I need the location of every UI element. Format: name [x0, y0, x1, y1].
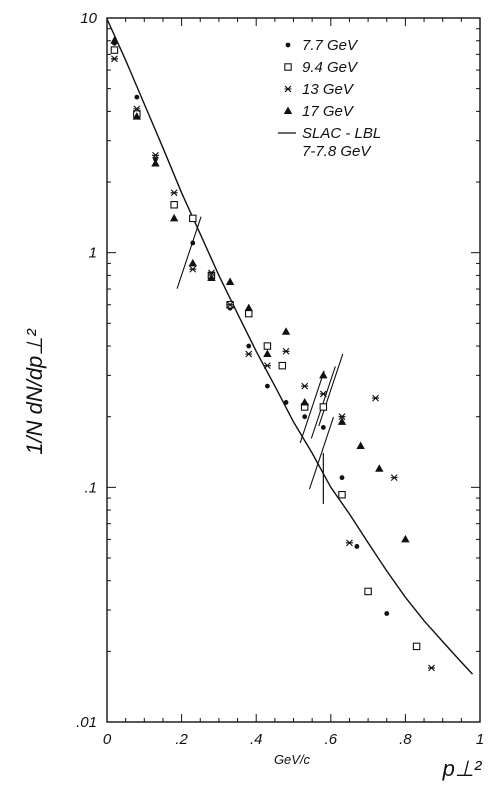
plot-frame [106, 17, 481, 723]
data-point-series-4 [356, 441, 365, 450]
slope-ticks-layer [176, 216, 344, 504]
data-point-series-3 [390, 474, 398, 482]
data-point-series-4 [401, 534, 410, 543]
slope-tick [176, 216, 202, 289]
data-point-series-2 [244, 309, 253, 318]
legend-marker-1 [285, 42, 291, 48]
data-point-series-3 [301, 382, 309, 390]
data-point-series-1 [190, 240, 196, 246]
data-point-series-4 [151, 158, 160, 167]
legend-curve-label: SLAC - LBL [302, 125, 381, 142]
legend-label-1: 7.7 GeV [302, 37, 359, 54]
data-point-series-4 [188, 258, 197, 267]
data-point-series-2 [110, 46, 119, 54]
y-tick-labels: 10 1 .1 .01 [76, 10, 98, 731]
slope-tick [299, 370, 325, 444]
data-point-series-3 [428, 664, 436, 672]
data-point-series-4 [263, 349, 272, 357]
slope-tick [310, 366, 336, 439]
x-tick-label: .8 [399, 731, 412, 748]
data-point-series-3 [345, 539, 353, 547]
legend-curve-label-line2: 7-7.8 GeV [302, 143, 372, 160]
slope-tick [318, 353, 344, 427]
data-point-series-3 [282, 347, 290, 355]
data-point-series-2 [338, 490, 346, 499]
x-axis-unit: GeV/c [274, 752, 311, 767]
data-point-series-3 [263, 362, 271, 370]
data-point-series-3 [245, 350, 253, 358]
data-point-series-3 [133, 105, 141, 113]
legend-marker-2 [284, 63, 292, 71]
data-point-series-3 [110, 55, 118, 63]
y-tick-label: .01 [76, 714, 97, 731]
data-point-series-2 [278, 361, 287, 370]
data-point-series-2 [189, 214, 197, 223]
data-point-series-4 [300, 397, 309, 406]
data-point-series-3 [338, 413, 346, 421]
data-point-series-4 [244, 303, 253, 312]
data-point-series-4 [169, 213, 179, 222]
y-tick-label: 10 [80, 10, 97, 27]
data-point-series-4 [110, 36, 119, 44]
x-tick-label: .2 [175, 731, 188, 748]
data-point-series-2 [412, 642, 421, 651]
reference-curve-layer [106, 18, 474, 675]
data-point-series-2 [364, 587, 372, 596]
data-point-series-3 [226, 301, 234, 309]
legend-marker-3 [284, 85, 292, 93]
data-point-series-3 [170, 189, 178, 197]
data-point-series-2 [263, 342, 272, 350]
x-tick-label: 0 [103, 731, 112, 748]
data-point-series-1 [283, 400, 289, 405]
x-tick-label: .4 [250, 731, 263, 748]
x-tick-labels: 0 .2 .4 .6 .8 1 [103, 731, 484, 748]
data-point-series-4 [207, 273, 216, 281]
x-axis-label: p⊥² [442, 756, 482, 781]
legend-label-3: 13 GeV [302, 81, 355, 98]
data-point-series-4 [225, 277, 235, 285]
data-point-series-3 [151, 151, 159, 159]
legend-marker-4 [283, 106, 293, 114]
data-point-series-1 [302, 414, 308, 420]
data-point-series-1 [264, 383, 270, 389]
data-point-series-2 [319, 403, 328, 411]
legend-label-4: 17 GeV [302, 103, 355, 120]
data-point-series-4 [132, 112, 142, 120]
y-tick-label: .1 [84, 479, 97, 496]
data-point-series-3 [189, 265, 197, 273]
data-point-series-1 [320, 425, 326, 430]
axis-ticks [106, 18, 481, 723]
data-point-series-4 [337, 417, 347, 425]
x-tick-label: .6 [325, 731, 338, 748]
data-point-series-1 [246, 343, 252, 349]
data-point-series-4 [319, 370, 328, 379]
data-point-series-3 [372, 394, 380, 402]
data-points-layer [110, 36, 436, 672]
data-point-series-4 [375, 464, 384, 472]
data-point-series-3 [319, 390, 327, 398]
data-point-series-4 [281, 327, 291, 335]
data-point-series-1 [339, 475, 345, 481]
y-tick-label: 1 [89, 245, 97, 262]
data-point-series-1 [354, 544, 360, 549]
slope-tick [308, 416, 334, 490]
data-point-series-1 [134, 94, 140, 100]
plot-border [106, 17, 481, 723]
y-axis-label: 1/N dN/dp⊥² [22, 329, 47, 455]
slac-lbl-curve [106, 18, 474, 675]
data-point-series-1 [384, 611, 390, 616]
legend: 7.7 GeV 9.4 GeV 13 GeV 17 GeV SLAC - LBL7-7.… [278, 37, 381, 160]
x-tick-label: 1 [476, 731, 484, 748]
data-point-series-3 [207, 269, 215, 277]
data-point-series-2 [170, 201, 178, 209]
legend-label-2: 9.4 GeV [302, 59, 359, 76]
